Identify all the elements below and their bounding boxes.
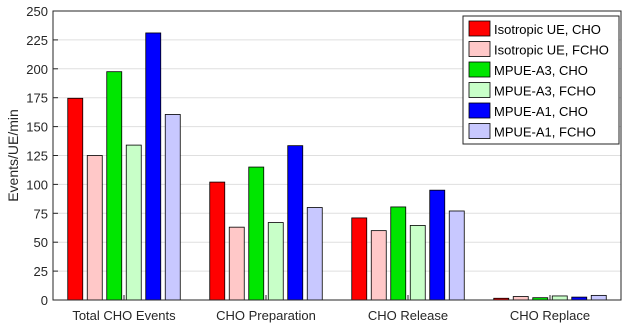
bar-isotropic-ue-cho-0 — [67, 97, 84, 301]
x-tick-label: CHO Replace — [510, 308, 590, 323]
x-tick-label: CHO Release — [368, 308, 448, 323]
bar-isotropic-ue-fcho-3 — [512, 296, 529, 301]
bar-mpue-a3-fcho-2 — [409, 225, 426, 301]
y-tick-label: 200 — [26, 62, 48, 77]
bar-mpue-a1-fcho-3 — [590, 294, 607, 301]
x-axis-ticks: Total CHO Events CHO Preparation CHO Relea… — [72, 295, 590, 323]
bar-isotropic-ue-cho-2 — [351, 217, 368, 301]
legend-swatch — [468, 82, 491, 98]
bar-mpue-a1-cho-1 — [287, 145, 304, 301]
y-axis-ticks: 0 25 50 75 100 125 150 175 200 225 250 — [26, 4, 58, 308]
bar-mpue-a1-fcho-1 — [306, 207, 323, 301]
y-tick-label: 150 — [26, 120, 48, 135]
legend-label: Isotropic UE, CHO — [494, 22, 601, 37]
legend-swatch — [468, 20, 491, 37]
y-tick-label: 50 — [34, 235, 48, 250]
legend-label: MPUE-A3, CHO — [494, 63, 588, 78]
legend-label: MPUE-A3, FCHO — [494, 84, 596, 99]
bar-mpue-a1-cho-2 — [429, 189, 446, 301]
bar-mpue-a3-cho-2 — [390, 206, 407, 301]
x-tick-label: CHO Preparation — [216, 308, 316, 323]
legend-swatch — [468, 61, 491, 78]
bar-mpue-a3-fcho-1 — [267, 222, 284, 301]
legend-label: MPUE-A1, FCHO — [494, 125, 596, 140]
bar-mpue-a1-cho-0 — [145, 32, 162, 301]
y-tick-label: 125 — [26, 149, 48, 164]
legend-box — [462, 15, 620, 145]
legend-label: MPUE-A1, CHO — [494, 104, 588, 119]
y-axis-label: Events/UE/min — [5, 109, 21, 202]
legend-swatch — [468, 102, 491, 119]
legend-label: Isotropic UE, FCHO — [494, 43, 609, 58]
y-tick-label: 100 — [26, 177, 48, 192]
y-tick-label: 250 — [26, 4, 48, 19]
bar-mpue-a3-fcho-0 — [125, 144, 142, 301]
bar-isotropic-ue-fcho-2 — [370, 230, 387, 301]
bar-isotropic-ue-fcho-1 — [228, 226, 245, 301]
y-tick-label: 0 — [41, 293, 48, 308]
legend-swatch — [468, 123, 491, 139]
bar-mpue-a3-cho-0 — [106, 71, 123, 301]
bar-isotropic-ue-fcho-0 — [86, 155, 103, 301]
legend: Isotropic UE, CHO Isotropic UE, FCHO MPUE-… — [462, 15, 620, 145]
y-tick-label: 175 — [26, 91, 48, 106]
bar-mpue-a1-fcho-2 — [448, 210, 465, 301]
legend-swatch — [468, 41, 491, 57]
x-tick-label: Total CHO Events — [72, 308, 176, 323]
y-tick-label: 25 — [34, 264, 48, 279]
y-tick-label: 75 — [34, 206, 48, 221]
bar-mpue-a1-fcho-0 — [164, 114, 181, 301]
bar-isotropic-ue-cho-1 — [209, 181, 226, 301]
bar-mpue-a3-fcho-3 — [551, 295, 568, 301]
y-tick-label: 225 — [26, 33, 48, 48]
bar-mpue-a3-cho-1 — [248, 166, 265, 301]
